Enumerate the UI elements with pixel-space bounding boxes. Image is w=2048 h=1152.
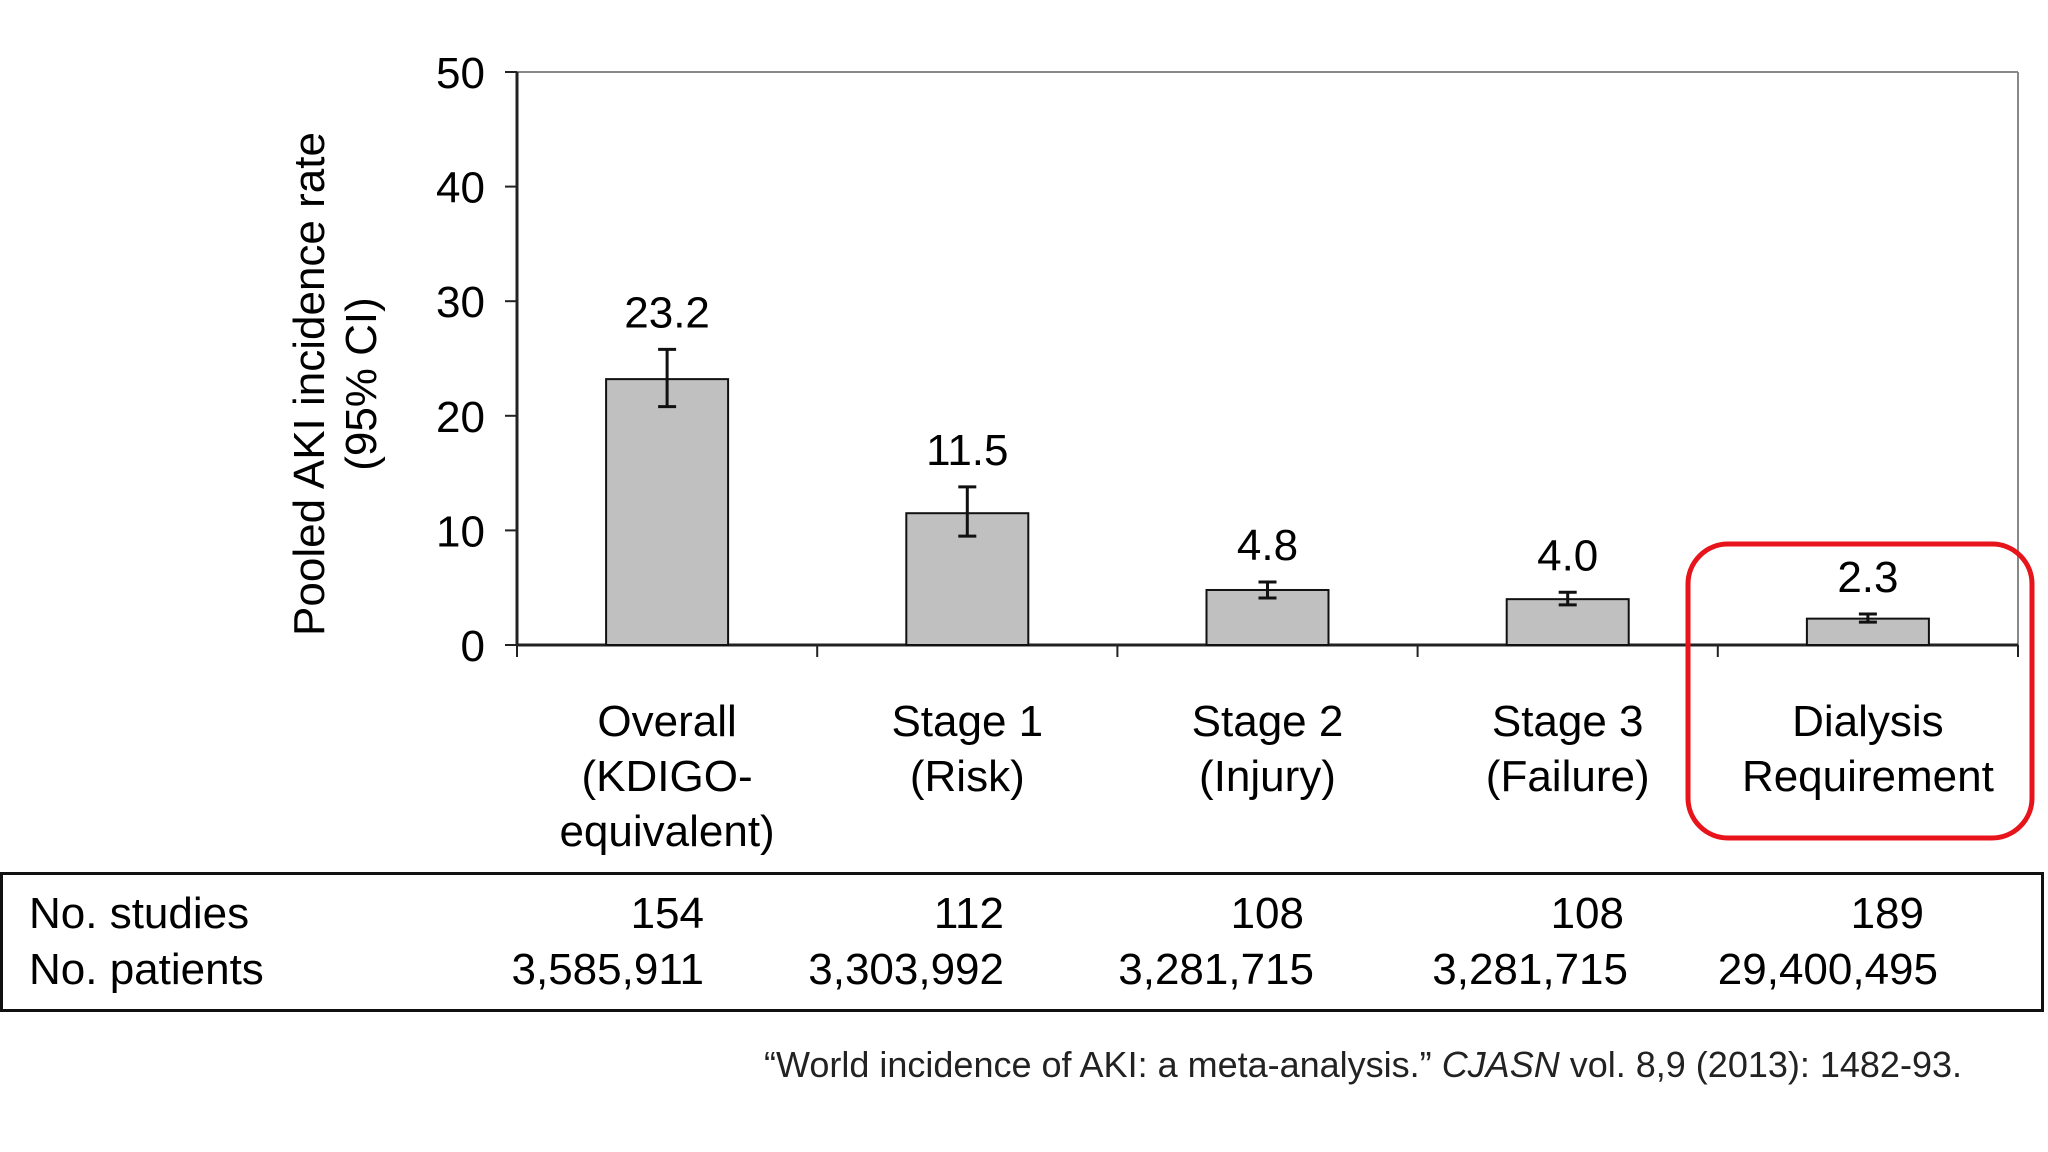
studies-cell: 112 [933, 889, 1004, 938]
studies-cell: 154 [630, 889, 704, 938]
x-category-label: Stage 3 (Failure) [1486, 697, 1650, 801]
bar [605, 378, 730, 646]
y-tick-label: 40 [436, 164, 485, 213]
citation-journal: CJASN [1441, 1044, 1560, 1085]
citation-title: “World incidence of AKI: a meta-analysis… [764, 1044, 1432, 1085]
y-tick-label: 20 [436, 393, 485, 442]
patients-cell: 3,585,911 [511, 945, 704, 994]
x-category-label-line: (Injury) [1199, 752, 1336, 801]
data-label: 4.8 [1237, 521, 1298, 570]
data-label: 4.0 [1537, 531, 1598, 580]
x-axis-labels: Overall (KDIGO-equivalent)Stage 1 (Risk)St… [559, 697, 1993, 856]
patients-row-label: No. patients [29, 945, 264, 994]
x-category-label-line: (Risk) [910, 752, 1025, 801]
studies-cell: 108 [1230, 889, 1304, 938]
bar [1505, 598, 1630, 646]
x-category-label-line: (KDIGO- [582, 752, 753, 801]
patients-cell: 29,400,495 [1717, 945, 1938, 994]
patients-cell: 3,281,715 [1432, 945, 1628, 994]
x-category-label: Stage 2 (Injury) [1192, 697, 1344, 801]
x-category-label-line: Stage 1 [891, 697, 1043, 746]
y-tick-label: 10 [436, 507, 485, 556]
bar-chart: 0 10 20 30 40 50 23.2 11.5 4.8 4.0 2.3 Overall (KD… [285, 49, 2035, 856]
y-axis: 0 10 20 30 40 50 [436, 49, 517, 671]
citation: “World incidence of AKI: a meta-analysis… [0, 1044, 1962, 1086]
data-label: 2.3 [1837, 553, 1898, 602]
y-tick-label: 50 [436, 49, 485, 98]
x-category-label: Stage 1 (Risk) [891, 697, 1043, 801]
y-tick-label: 30 [436, 278, 485, 327]
dialysis-highlight-box [1685, 541, 2035, 841]
citation-details: vol. 8,9 (2013): 1482-93. [1569, 1044, 1962, 1085]
x-category-label: Overall (KDIGO-equivalent) [559, 697, 774, 856]
x-category-label-line: (Failure) [1486, 752, 1650, 801]
x-category-label-line: Stage 3 [1492, 697, 1644, 746]
patients-cell: 3,303,992 [808, 945, 1004, 994]
studies-cell: 108 [1550, 889, 1624, 938]
data-label: 11.5 [926, 426, 1008, 475]
x-category-label-line: equivalent) [559, 807, 774, 856]
studies-cell: 189 [1850, 889, 1924, 938]
x-category-label-line: Overall [597, 697, 736, 746]
y-tick-label: 0 [461, 622, 485, 671]
x-category-label-line: Requirement [1742, 752, 1994, 801]
data-label: 23.2 [624, 288, 710, 337]
studies-row-label: No. studies [29, 889, 250, 938]
x-category-label: Dialysis Requirement [1742, 697, 1994, 801]
y-axis-label-line-2: (95% CI) [337, 297, 386, 471]
y-axis-label-line-1: Pooled AKI incidence rate [285, 132, 334, 636]
bars: 23.2 11.5 4.8 4.0 2.3 [605, 288, 1930, 647]
x-category-label-line: Dialysis [1792, 697, 1944, 746]
summary-table: No. studies No. patients 154 112 108 108… [0, 872, 2044, 1012]
x-category-label-line: Stage 2 [1192, 697, 1344, 746]
patients-cell: 3,281,715 [1118, 945, 1314, 994]
